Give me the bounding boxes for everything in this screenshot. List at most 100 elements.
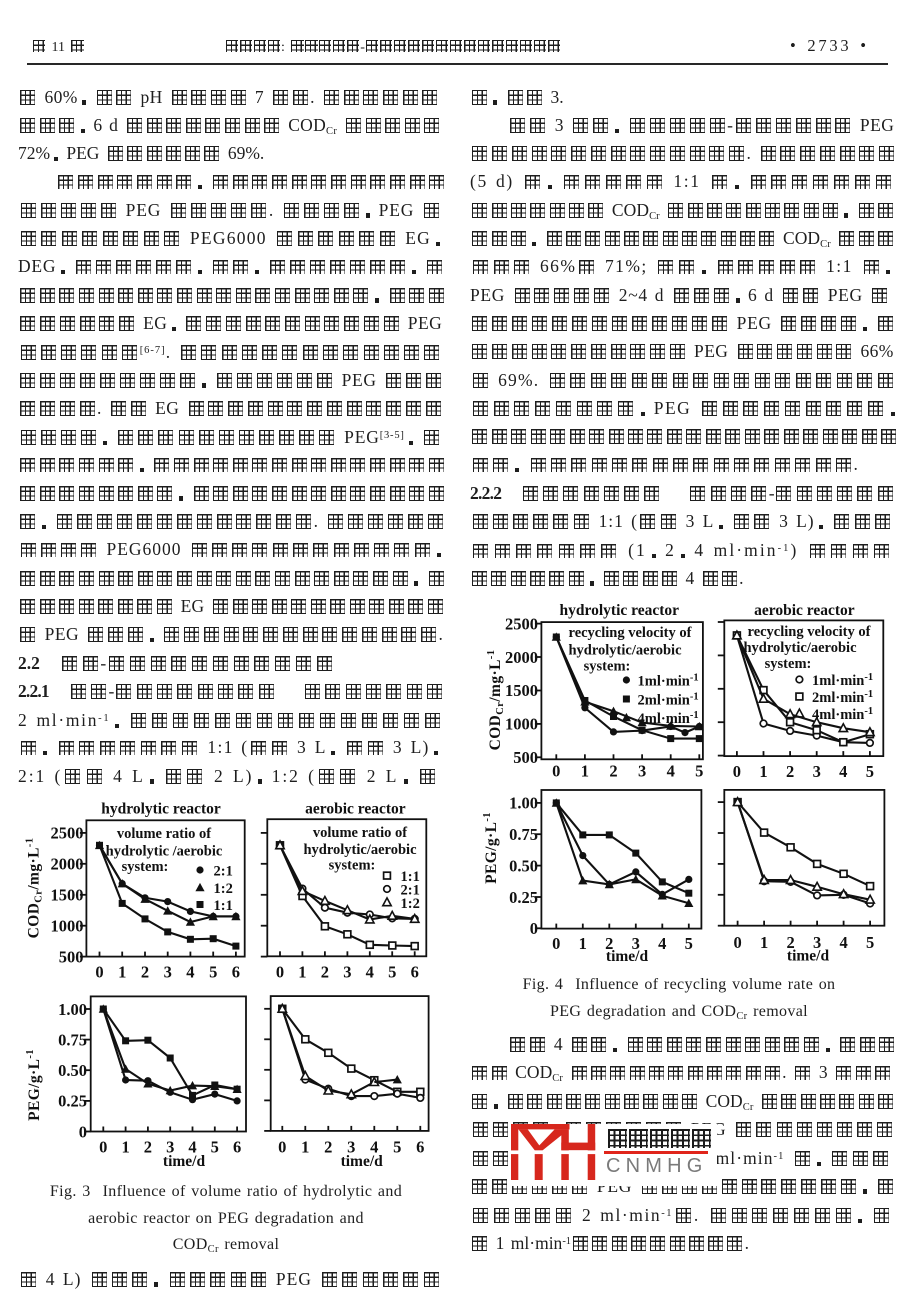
svg-text:0: 0 <box>278 1138 286 1157</box>
svg-text:0.75: 0.75 <box>509 825 538 844</box>
svg-text:0: 0 <box>733 933 741 952</box>
svg-text:0: 0 <box>552 934 560 953</box>
svg-text:5: 5 <box>209 963 217 982</box>
svg-text:5: 5 <box>393 1138 401 1157</box>
svg-text:1: 1 <box>118 963 126 982</box>
svg-text:2000: 2000 <box>505 648 538 667</box>
svg-text:0.25: 0.25 <box>58 1092 87 1111</box>
svg-text:1.00: 1.00 <box>58 1000 87 1019</box>
svg-text:2500: 2500 <box>505 614 538 633</box>
svg-text:hydrolytic/aerobic: hydrolytic/aerobic <box>568 643 682 659</box>
svg-text:500: 500 <box>513 748 538 767</box>
svg-text:5: 5 <box>388 963 396 982</box>
svg-text:3: 3 <box>632 934 640 953</box>
svg-text:1ml·min-1: 1ml·min-1 <box>812 672 873 689</box>
svg-text:2: 2 <box>141 963 149 982</box>
svg-text:1000: 1000 <box>51 917 84 936</box>
svg-text:0.75: 0.75 <box>58 1030 87 1049</box>
svg-text:2: 2 <box>144 1138 152 1157</box>
svg-text:aerobic reactor: aerobic reactor <box>305 801 406 818</box>
svg-text:0.50: 0.50 <box>509 856 538 875</box>
svg-text:1500: 1500 <box>505 681 538 700</box>
svg-text:3: 3 <box>166 1138 174 1157</box>
svg-text:2ml·min-1: 2ml·min-1 <box>638 692 699 709</box>
svg-text:4: 4 <box>186 963 194 982</box>
svg-text:3: 3 <box>347 1138 355 1157</box>
svg-text:1000: 1000 <box>505 715 538 734</box>
svg-text:volume ratio of: volume ratio of <box>313 825 407 841</box>
svg-text:1: 1 <box>301 1138 309 1157</box>
svg-text:system:: system: <box>584 659 631 675</box>
svg-text:system:: system: <box>765 656 812 672</box>
svg-text:3: 3 <box>813 933 821 952</box>
svg-text:1:1: 1:1 <box>214 898 233 914</box>
svg-text:system:: system: <box>329 858 376 874</box>
svg-text:time/d: time/d <box>341 1153 384 1170</box>
svg-text:2ml·min-1: 2ml·min-1 <box>812 689 873 706</box>
svg-text:500: 500 <box>59 947 84 966</box>
svg-text:4ml·min-1: 4ml·min-1 <box>812 706 873 723</box>
svg-text:0: 0 <box>79 1122 87 1141</box>
svg-text:PEG/g·L-1: PEG/g·L-1 <box>25 1049 43 1121</box>
svg-text:time/d: time/d <box>606 948 649 965</box>
svg-text:4: 4 <box>839 762 847 781</box>
svg-text:4: 4 <box>366 963 374 982</box>
svg-text:1:2: 1:2 <box>401 896 420 912</box>
svg-text:CODCr/mg·L-1: CODCr/mg·L-1 <box>25 838 45 939</box>
svg-text:3: 3 <box>813 762 821 781</box>
svg-text:0: 0 <box>530 919 538 938</box>
svg-text:0: 0 <box>95 963 103 982</box>
svg-text:4: 4 <box>839 933 847 952</box>
svg-text:1ml·min-1: 1ml·min-1 <box>638 673 699 690</box>
svg-text:2:1: 2:1 <box>214 864 233 880</box>
svg-text:PEG/g·L-1: PEG/g·L-1 <box>482 812 500 884</box>
svg-text:0.25: 0.25 <box>509 888 538 907</box>
svg-text:hydrolytic/aerobic: hydrolytic/aerobic <box>743 640 857 656</box>
svg-text:recycling velocity of: recycling velocity of <box>569 625 692 641</box>
svg-text:2:1: 2:1 <box>401 883 420 899</box>
svg-text:hydrolytic/aerobic: hydrolytic/aerobic <box>303 842 417 858</box>
svg-text:2: 2 <box>786 933 794 952</box>
svg-text:hydrolytic reactor: hydrolytic reactor <box>101 801 221 818</box>
svg-text:2: 2 <box>605 934 613 953</box>
svg-text:time/d: time/d <box>163 1153 206 1170</box>
svg-text:3: 3 <box>638 762 646 781</box>
svg-text:CODCr/mg·L-1: CODCr/mg·L-1 <box>486 650 506 751</box>
svg-text:hydrolytic /aerobic: hydrolytic /aerobic <box>106 844 223 860</box>
svg-text:6: 6 <box>411 963 419 982</box>
svg-text:system:: system: <box>122 859 169 875</box>
svg-text:0: 0 <box>733 762 741 781</box>
svg-text:recycling velocity of: recycling velocity of <box>748 624 871 640</box>
svg-text:1:2: 1:2 <box>214 881 233 897</box>
svg-text:2: 2 <box>786 762 794 781</box>
svg-text:1: 1 <box>121 1138 129 1157</box>
svg-text:4: 4 <box>658 934 666 953</box>
svg-text:1: 1 <box>298 963 306 982</box>
svg-text:1:1: 1:1 <box>401 869 420 885</box>
svg-text:0: 0 <box>99 1138 107 1157</box>
svg-text:5: 5 <box>211 1138 219 1157</box>
svg-text:2: 2 <box>321 963 329 982</box>
svg-text:6: 6 <box>233 1138 241 1157</box>
svg-text:1.00: 1.00 <box>509 794 538 813</box>
svg-text:2: 2 <box>609 762 617 781</box>
svg-text:5: 5 <box>866 762 874 781</box>
svg-text:1: 1 <box>581 762 589 781</box>
svg-text:2000: 2000 <box>51 855 84 874</box>
svg-text:time/d: time/d <box>787 948 830 965</box>
svg-text:4: 4 <box>667 762 675 781</box>
svg-text:6: 6 <box>416 1138 424 1157</box>
svg-text:4: 4 <box>370 1138 378 1157</box>
svg-text:2500: 2500 <box>51 824 84 843</box>
svg-text:0: 0 <box>276 963 284 982</box>
svg-text:6: 6 <box>232 963 240 982</box>
svg-text:volume ratio of: volume ratio of <box>117 826 211 842</box>
svg-text:4: 4 <box>188 1138 196 1157</box>
svg-text:1500: 1500 <box>51 886 84 905</box>
svg-text:3: 3 <box>343 963 351 982</box>
svg-text:0.50: 0.50 <box>58 1061 87 1080</box>
svg-text:aerobic reactor: aerobic reactor <box>754 602 855 619</box>
svg-text:5: 5 <box>695 762 703 781</box>
svg-text:3: 3 <box>164 963 172 982</box>
svg-text:5: 5 <box>685 934 693 953</box>
